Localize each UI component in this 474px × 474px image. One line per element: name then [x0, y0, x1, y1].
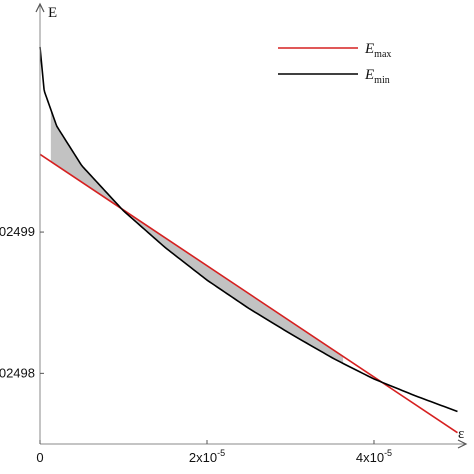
y-axis-arrow	[35, 2, 45, 13]
tick-layer: 0 2x10-5 4x10-5 02499 02498	[0, 224, 392, 465]
x-tick-label-1: 2x10-5	[189, 448, 225, 465]
x-axis-label: ε	[458, 426, 464, 442]
legend: Emax Emin	[278, 41, 391, 86]
x-tick-label-2: 4x10-5	[356, 448, 392, 465]
legend-label-e-min: Emin	[364, 67, 390, 86]
x-tick-label-0: 0	[36, 450, 43, 465]
shaded-region-layer	[50, 109, 344, 364]
y-tick-label-1: 02498	[0, 365, 35, 380]
shaded-region	[50, 109, 344, 364]
series-line-e-min	[39, 46, 458, 413]
series-layer	[39, 46, 458, 434]
y-axis-label: E	[48, 5, 57, 21]
y-tick-label-0: 02499	[0, 224, 35, 239]
x-axis-arrow	[457, 439, 468, 449]
legend-label-e-max: Emax	[364, 41, 391, 60]
series-line-e-max	[39, 153, 458, 434]
